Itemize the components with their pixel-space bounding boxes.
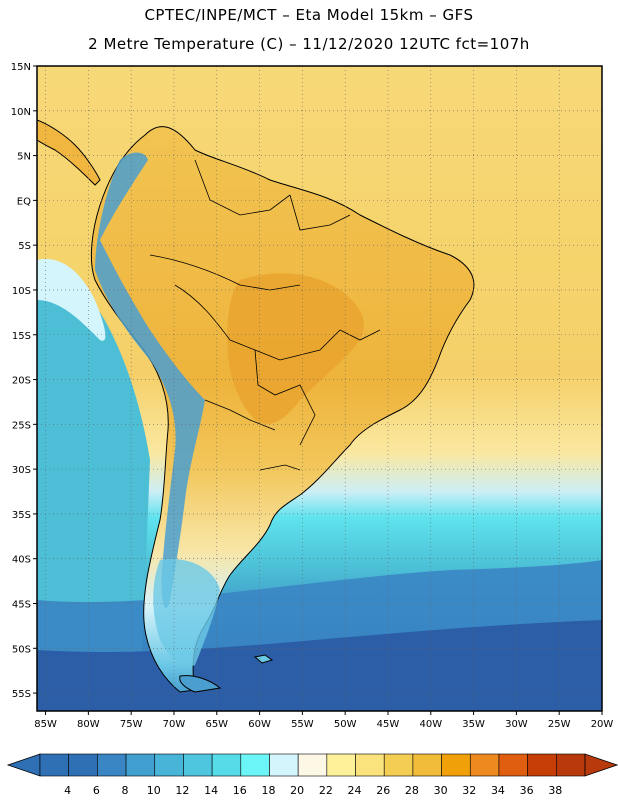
- colorbar-label: 20: [290, 784, 304, 797]
- colorbar-label: 28: [405, 784, 419, 797]
- lon-label: 70W: [163, 719, 186, 730]
- lon-label: 40W: [419, 719, 442, 730]
- lat-label: 55S: [12, 689, 31, 700]
- lat-label: 30S: [12, 465, 31, 476]
- lon-label: 55W: [291, 719, 314, 730]
- lat-label: 5S: [18, 241, 31, 252]
- colorbar-swatch: [470, 754, 499, 776]
- colorbar-label: 6: [93, 784, 100, 797]
- colorbar-swatch: [442, 754, 471, 776]
- colorbar-swatch: [126, 754, 155, 776]
- colorbar-swatch: [556, 754, 585, 776]
- lat-label: 25S: [12, 420, 31, 431]
- colorbar-label: 16: [233, 784, 247, 797]
- lon-label: 65W: [205, 719, 228, 730]
- colorbar-swatch: [356, 754, 385, 776]
- colorbar-label: 10: [147, 784, 161, 797]
- colorbar: [8, 754, 617, 776]
- lat-label: 15S: [12, 331, 31, 342]
- colorbar-label: 30: [434, 784, 448, 797]
- colorbar-label: 14: [204, 784, 218, 797]
- lat-label: 45S: [12, 600, 31, 611]
- lat-label: 20S: [12, 376, 31, 387]
- lat-label: 15N: [11, 62, 31, 73]
- colorbar-swatch: [155, 754, 184, 776]
- lon-label: 35W: [462, 719, 485, 730]
- colorbar-swatch: [69, 754, 98, 776]
- lat-label: 10S: [12, 286, 31, 297]
- lon-label: 60W: [248, 719, 271, 730]
- latitude-labels: 15N 10N 5N EQ 5S 10S 15S 20S 25S 30S 35S 40S 45S 50S 5…: [11, 62, 37, 700]
- colorbar-label: 32: [462, 784, 476, 797]
- colorbar-low-arrow: [8, 754, 40, 776]
- colorbar-swatch: [384, 754, 413, 776]
- colorbar-swatch: [499, 754, 528, 776]
- lon-label: 50W: [334, 719, 357, 730]
- colorbar-label: 34: [491, 784, 505, 797]
- colorbar-swatch: [97, 754, 126, 776]
- colorbar-label: 38: [548, 784, 562, 797]
- colorbar-high-arrow: [585, 754, 617, 776]
- colorbar-label: 36: [520, 784, 534, 797]
- colorbar-swatch: [183, 754, 212, 776]
- colorbar-label: 24: [348, 784, 362, 797]
- lat-label: 50S: [12, 644, 31, 655]
- colorbar-swatch: [40, 754, 69, 776]
- lat-label: EQ: [17, 196, 31, 207]
- colorbar-swatch: [413, 754, 442, 776]
- colorbar-swatch: [269, 754, 298, 776]
- colorbar-label: 4: [64, 784, 71, 797]
- longitude-labels: 85W 80W 75W 70W 65W 60W 55W 50W 45W 40W 35W 30W 25W 2…: [34, 711, 613, 730]
- colorbar-label: 22: [319, 784, 333, 797]
- lat-label: 35S: [12, 510, 31, 521]
- colorbar-swatch: [298, 754, 327, 776]
- lon-label: 20W: [591, 719, 614, 730]
- colorbar-swatch: [528, 754, 557, 776]
- lon-label: 75W: [120, 719, 143, 730]
- colorbar-label: 12: [175, 784, 189, 797]
- colorbar-swatch: [241, 754, 270, 776]
- colorbar-swatch: [327, 754, 356, 776]
- colorbar-label: 26: [376, 784, 390, 797]
- lon-label: 45W: [377, 719, 400, 730]
- lon-label: 80W: [77, 719, 100, 730]
- colorbar-label: 18: [261, 784, 275, 797]
- lon-label: 25W: [548, 719, 571, 730]
- lon-label: 30W: [505, 719, 528, 730]
- lat-label: 5N: [17, 152, 31, 163]
- lat-label: 40S: [12, 555, 31, 566]
- map-figure: 15N 10N 5N EQ 5S 10S 15S 20S 25S 30S 35S 40S 45S 50S 5…: [0, 0, 618, 800]
- colorbar-labels: 4 6 8 10 12 14 16 18 20 22 24 26 28 30 32 34 36 38: [64, 784, 562, 797]
- colorbar-label: 8: [122, 784, 129, 797]
- colorbar-swatch: [212, 754, 241, 776]
- lat-label: 10N: [11, 107, 31, 118]
- lon-label: 85W: [34, 719, 57, 730]
